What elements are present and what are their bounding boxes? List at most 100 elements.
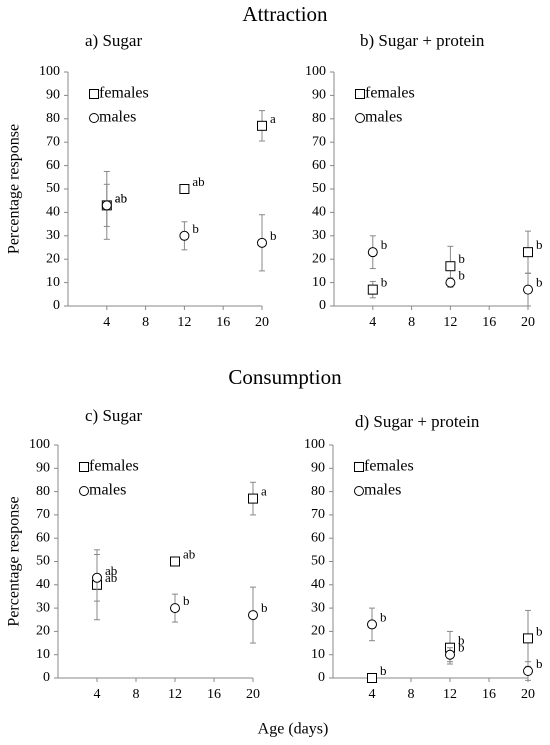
x-tick-label: 16	[207, 687, 221, 702]
significance-letter: b	[261, 600, 268, 615]
point	[257, 120, 267, 131]
x-tick-label: 8	[142, 315, 149, 330]
significance-letter: a	[261, 484, 267, 499]
legend-marker	[89, 89, 99, 99]
significance-letter: b	[536, 656, 543, 671]
legend-marker	[354, 486, 364, 496]
legend-marker	[355, 89, 365, 99]
significance-letter: b	[458, 633, 465, 648]
x-tick-label: 4	[94, 687, 101, 702]
y-tick-label: 90	[311, 461, 325, 476]
panel-title: b) Sugar + protein	[360, 31, 485, 50]
significance-letter: ab	[105, 563, 117, 578]
y-tick-label: 100	[305, 64, 326, 79]
y-tick-label: 30	[312, 228, 326, 243]
point	[92, 572, 102, 583]
y-tick-label: 50	[46, 181, 60, 196]
y-tick-label: 20	[311, 624, 325, 639]
y-tick-label: 10	[312, 275, 326, 290]
significance-letter: b	[458, 640, 465, 655]
y-axis-label: Percentage response	[6, 124, 23, 254]
x-tick-label: 12	[443, 687, 457, 702]
significance-letter: ab	[183, 546, 195, 561]
y-tick-label: 100	[39, 64, 60, 79]
x-tick-label: 16	[482, 687, 496, 702]
y-tick-label: 40	[36, 577, 50, 592]
y-tick-label: 40	[311, 577, 325, 592]
y-tick-label: 90	[312, 88, 326, 103]
significance-letter: b	[183, 593, 190, 608]
y-tick-label: 60	[312, 158, 326, 173]
section-title: Attraction	[242, 2, 328, 26]
y-tick-label: 70	[311, 507, 325, 522]
x-tick-label: 20	[255, 315, 269, 330]
point	[101, 200, 112, 211]
y-tick-label: 60	[46, 158, 60, 173]
significance-letter: ab	[105, 570, 117, 585]
point	[170, 603, 180, 614]
y-tick-label: 40	[312, 205, 326, 220]
y-tick-label: 20	[36, 624, 50, 639]
y-tick-label: 0	[319, 298, 326, 313]
y-tick-label: 30	[36, 600, 50, 615]
y-tick-label: 50	[311, 554, 325, 569]
y-tick-label: 80	[36, 484, 50, 499]
legend-marker	[79, 486, 89, 496]
legend-label: females	[89, 458, 139, 475]
y-tick-label: 80	[46, 111, 60, 126]
x-tick-label: 12	[168, 687, 182, 702]
x-tick-label: 4	[369, 687, 376, 702]
point	[367, 284, 378, 295]
x-tick-label: 16	[482, 315, 496, 330]
panel-title: a) Sugar	[85, 31, 142, 50]
point	[248, 493, 258, 504]
significance-letter: b	[381, 275, 388, 290]
point	[523, 633, 533, 644]
x-tick-label: 12	[177, 315, 191, 330]
point	[445, 261, 456, 272]
legend-label: females	[365, 85, 415, 102]
x-tick-label: 20	[521, 315, 535, 330]
x-tick-label: 8	[408, 315, 415, 330]
x-tick-label: 8	[133, 687, 140, 702]
legend-label: males	[364, 482, 401, 499]
point	[367, 619, 377, 630]
y-tick-label: 40	[46, 205, 60, 220]
y-tick-label: 30	[311, 600, 325, 615]
point	[367, 247, 378, 258]
y-tick-label: 70	[312, 134, 326, 149]
y-tick-label: 50	[312, 181, 326, 196]
y-tick-label: 50	[36, 554, 50, 569]
point	[257, 237, 267, 248]
x-tick-label: 12	[443, 315, 457, 330]
x-tick-label: 4	[369, 315, 376, 330]
significance-letter: b	[381, 237, 388, 252]
x-axis-label: Age (days)	[258, 721, 329, 738]
significance-letter: a	[270, 111, 276, 126]
significance-letter: b	[536, 237, 543, 252]
legend-label: males	[99, 109, 136, 126]
y-tick-label: 10	[311, 647, 325, 662]
point	[248, 610, 258, 621]
y-tick-label: 80	[312, 111, 326, 126]
x-tick-label: 4	[103, 315, 110, 330]
x-tick-label: 8	[408, 687, 415, 702]
y-tick-label: 0	[318, 670, 325, 685]
x-tick-label: 20	[521, 687, 535, 702]
y-tick-label: 90	[46, 88, 60, 103]
significance-letter: ab	[115, 190, 127, 205]
y-axis-label: Percentage response	[6, 496, 23, 626]
point	[367, 673, 377, 683]
section-title: Consumption	[228, 365, 342, 389]
y-tick-label: 20	[312, 251, 326, 266]
y-tick-label: 0	[53, 298, 60, 313]
y-tick-label: 70	[36, 507, 50, 522]
legend-label: males	[89, 482, 126, 499]
significance-letter: b	[458, 251, 465, 266]
y-tick-label: 90	[36, 461, 50, 476]
significance-letter: ab	[115, 190, 127, 205]
y-tick-label: 100	[29, 437, 50, 452]
panel-title: d) Sugar + protein	[355, 412, 480, 431]
y-tick-label: 60	[311, 530, 325, 545]
